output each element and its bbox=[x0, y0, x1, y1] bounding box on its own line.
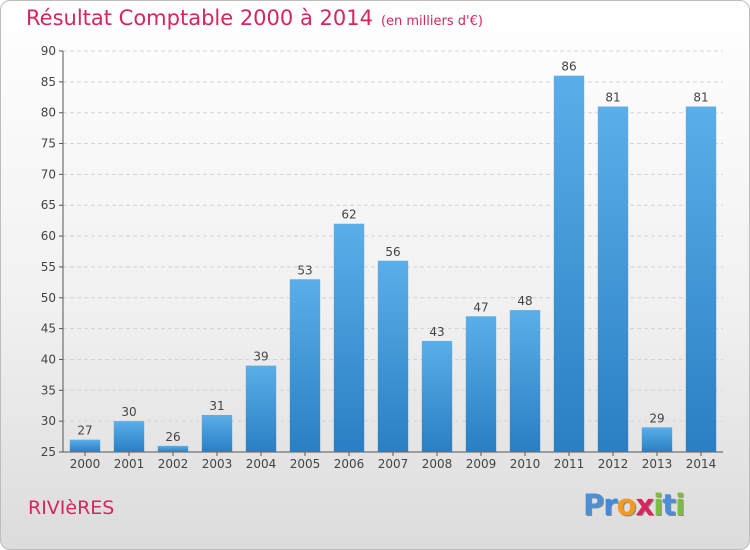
y-tick-label: 30 bbox=[41, 414, 56, 428]
x-tick-label: 2011 bbox=[554, 457, 585, 471]
data-label: 30 bbox=[121, 405, 136, 419]
chart-title: Résultat Comptable 2000 à 2014 (en millie… bbox=[26, 6, 483, 30]
y-tick-label: 60 bbox=[41, 229, 56, 243]
x-tick-label: 2010 bbox=[510, 457, 541, 471]
y-tick-label: 50 bbox=[41, 291, 56, 305]
y-tick-label: 40 bbox=[41, 352, 56, 366]
bar-2012 bbox=[597, 106, 629, 453]
x-tick-label: 2002 bbox=[158, 457, 189, 471]
data-label: 43 bbox=[429, 325, 444, 339]
data-label: 27 bbox=[77, 424, 92, 438]
data-label: 29 bbox=[649, 411, 664, 425]
x-axis-ticks: 2000 2001 2002 2003 2004 2005 2006 2007 2008 2009… bbox=[70, 452, 717, 471]
y-tick-label: 45 bbox=[41, 322, 56, 336]
x-tick-label: 2007 bbox=[378, 457, 409, 471]
logo-letter: i bbox=[675, 488, 685, 522]
bar-2013 bbox=[641, 427, 673, 452]
data-labels: 27 30 26 31 39 53 62 56 43 47 48 86 81 29 81 bbox=[77, 60, 708, 444]
data-label: 39 bbox=[253, 350, 268, 364]
y-tick-label: 55 bbox=[41, 260, 56, 274]
commune-name: RIVIèRES bbox=[28, 497, 115, 519]
y-tick-label: 35 bbox=[41, 383, 56, 397]
data-label: 81 bbox=[605, 91, 620, 105]
data-label: 53 bbox=[297, 263, 312, 277]
data-label: 62 bbox=[341, 208, 356, 222]
y-tick-label: 70 bbox=[41, 167, 56, 181]
bar-2003 bbox=[201, 414, 233, 452]
title-text: Résultat Comptable 2000 à 2014 bbox=[26, 6, 373, 30]
bar-2009 bbox=[465, 316, 497, 452]
y-tick-label: 75 bbox=[41, 137, 56, 151]
data-label: 81 bbox=[693, 91, 708, 105]
x-tick-label: 2013 bbox=[642, 457, 673, 471]
logo-letter: o bbox=[616, 488, 637, 522]
bars bbox=[69, 75, 717, 453]
bar-2008 bbox=[421, 340, 453, 452]
logo-letter: i bbox=[653, 488, 663, 522]
x-tick-label: 2008 bbox=[422, 457, 453, 471]
bar-2010 bbox=[509, 310, 541, 452]
data-label: 47 bbox=[473, 300, 488, 314]
y-axis-ticks: 25 30 35 40 45 50 55 60 65 70 75 80 85 90 bbox=[41, 44, 723, 459]
data-label: 56 bbox=[385, 245, 400, 259]
logo-letter: t bbox=[662, 488, 676, 522]
logo-letter: x bbox=[635, 488, 655, 522]
bar-2006 bbox=[333, 223, 365, 452]
data-label: 48 bbox=[517, 294, 532, 308]
x-tick-label: 2009 bbox=[466, 457, 497, 471]
data-label: 86 bbox=[561, 60, 576, 74]
x-tick-label: 2004 bbox=[246, 457, 277, 471]
x-tick-label: 2006 bbox=[334, 457, 365, 471]
x-tick-label: 2003 bbox=[202, 457, 233, 471]
bar-2007 bbox=[377, 260, 409, 452]
bar-2004 bbox=[245, 365, 277, 452]
logo-letter: r bbox=[603, 488, 617, 522]
bar-2000 bbox=[69, 439, 101, 452]
x-tick-label: 2005 bbox=[290, 457, 321, 471]
x-tick-label: 2000 bbox=[70, 457, 101, 471]
chart-subtitle: (en milliers d'€) bbox=[380, 14, 483, 29]
x-tick-label: 2001 bbox=[114, 457, 145, 471]
y-tick-label: 65 bbox=[41, 198, 56, 212]
data-label: 31 bbox=[209, 399, 224, 413]
proxiti-logo: Proxiti bbox=[583, 488, 685, 522]
bar-2005 bbox=[289, 279, 321, 452]
bar-2011 bbox=[553, 75, 585, 452]
y-tick-label: 80 bbox=[41, 106, 56, 120]
x-tick-label: 2014 bbox=[686, 457, 717, 471]
y-tick-label: 85 bbox=[41, 75, 56, 89]
data-label: 26 bbox=[165, 430, 180, 444]
bar-2014 bbox=[685, 106, 717, 453]
logo-letter: P bbox=[583, 488, 604, 522]
y-tick-label: 90 bbox=[41, 44, 56, 58]
x-tick-label: 2012 bbox=[598, 457, 629, 471]
y-tick-label: 25 bbox=[41, 445, 56, 459]
bar-2002 bbox=[157, 445, 189, 452]
bar-2001 bbox=[113, 421, 145, 452]
